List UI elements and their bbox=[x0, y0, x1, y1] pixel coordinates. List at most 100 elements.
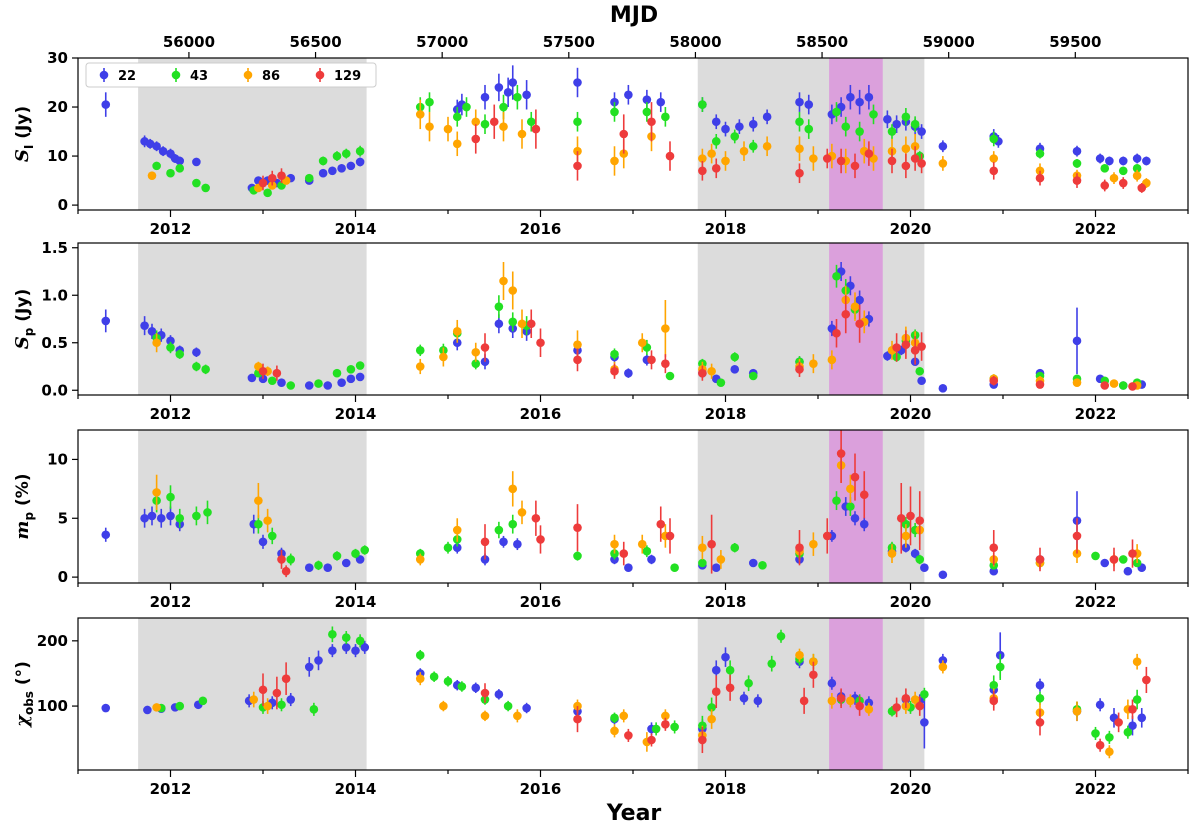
point-22 bbox=[499, 537, 508, 547]
point-43 bbox=[415, 650, 425, 660]
point-43 bbox=[610, 349, 619, 359]
point-86 bbox=[1072, 706, 1082, 716]
point-22 bbox=[1100, 558, 1110, 568]
point-86 bbox=[809, 539, 818, 549]
point-22 bbox=[318, 168, 328, 178]
point-129 bbox=[989, 543, 999, 552]
point-43 bbox=[175, 349, 185, 359]
point-129 bbox=[573, 714, 582, 724]
point-22 bbox=[1137, 713, 1147, 723]
point-129 bbox=[906, 511, 915, 521]
legend-entry-129: 129 bbox=[315, 68, 361, 84]
point-86 bbox=[508, 286, 518, 295]
point-86 bbox=[762, 141, 772, 151]
xtick-label-year: 2022 bbox=[1075, 780, 1117, 798]
point-43 bbox=[443, 543, 453, 552]
point-22 bbox=[864, 92, 874, 102]
point-22 bbox=[624, 90, 633, 100]
point-43 bbox=[526, 117, 536, 127]
point-129 bbox=[277, 555, 286, 564]
point-22 bbox=[859, 519, 869, 529]
xtick-label-year: 2014 bbox=[335, 220, 377, 238]
year-axis-title: Year bbox=[606, 801, 662, 826]
point-22 bbox=[827, 678, 837, 688]
point-43 bbox=[795, 117, 804, 127]
point-22 bbox=[355, 157, 365, 167]
point-43 bbox=[776, 631, 786, 641]
point-22 bbox=[346, 374, 356, 384]
point-86 bbox=[1109, 173, 1119, 183]
point-86 bbox=[938, 159, 948, 168]
point-43 bbox=[989, 680, 999, 690]
point-43 bbox=[471, 359, 481, 368]
shaded-region-1 bbox=[697, 618, 925, 770]
point-129 bbox=[1035, 718, 1045, 727]
point-22 bbox=[337, 378, 346, 387]
point-129 bbox=[841, 309, 851, 319]
legend-label: 43 bbox=[190, 69, 208, 84]
point-129 bbox=[915, 516, 925, 525]
ylabel-si: SI (Jy) bbox=[12, 106, 36, 162]
point-129 bbox=[480, 688, 490, 698]
point-43 bbox=[665, 371, 675, 381]
point-86 bbox=[517, 508, 527, 517]
point-86 bbox=[1132, 171, 1142, 180]
point-129 bbox=[917, 159, 926, 168]
xtick-label-year: 2018 bbox=[705, 593, 747, 611]
ytick-label: 30 bbox=[47, 49, 68, 67]
ytick-label: 20 bbox=[47, 98, 68, 116]
point-22 bbox=[1095, 700, 1105, 710]
mjd-tick-label: 58000 bbox=[669, 33, 721, 51]
point-22 bbox=[351, 646, 360, 655]
point-43 bbox=[869, 110, 878, 119]
point-86 bbox=[795, 144, 804, 154]
point-129 bbox=[822, 154, 832, 163]
point-129 bbox=[471, 134, 481, 144]
point-86 bbox=[910, 695, 920, 704]
point-86 bbox=[152, 338, 161, 348]
point-43 bbox=[341, 149, 351, 158]
legend-label: 22 bbox=[118, 69, 136, 84]
xtick-label-year: 2020 bbox=[890, 220, 932, 238]
point-43 bbox=[499, 102, 508, 112]
point-22 bbox=[304, 662, 314, 672]
point-43 bbox=[744, 678, 753, 688]
point-22 bbox=[503, 88, 513, 97]
point-22 bbox=[277, 378, 286, 387]
point-43 bbox=[201, 365, 210, 374]
point-86 bbox=[707, 366, 716, 376]
point-22 bbox=[910, 549, 920, 558]
point-43 bbox=[166, 168, 175, 178]
xtick-label-year: 2022 bbox=[1075, 405, 1117, 423]
point-86 bbox=[573, 340, 582, 349]
point-43 bbox=[901, 112, 911, 122]
point-43 bbox=[425, 97, 434, 107]
xtick-label-year: 2022 bbox=[1075, 220, 1117, 238]
point-43 bbox=[670, 722, 679, 732]
point-22 bbox=[452, 543, 462, 552]
point-129 bbox=[573, 523, 582, 532]
mjd-tick-label: 57500 bbox=[543, 33, 595, 51]
xtick-label-year: 2014 bbox=[335, 593, 377, 611]
point-129 bbox=[281, 566, 291, 576]
point-129 bbox=[795, 168, 804, 178]
point-129 bbox=[836, 449, 846, 458]
point-43 bbox=[263, 188, 272, 198]
legend-entry-43: 43 bbox=[171, 68, 208, 84]
point-43 bbox=[175, 701, 185, 711]
xtick-label-year: 2018 bbox=[705, 780, 747, 798]
point-129 bbox=[531, 124, 541, 134]
point-22 bbox=[337, 164, 346, 173]
point-129 bbox=[850, 161, 860, 171]
point-43 bbox=[725, 665, 735, 675]
point-129 bbox=[698, 166, 707, 176]
point-22 bbox=[917, 376, 926, 386]
point-22 bbox=[192, 157, 201, 167]
point-43 bbox=[915, 555, 925, 564]
point-22 bbox=[721, 652, 730, 662]
point-22 bbox=[624, 563, 633, 572]
point-22 bbox=[101, 100, 111, 109]
point-86 bbox=[739, 146, 749, 156]
point-43 bbox=[457, 682, 467, 691]
